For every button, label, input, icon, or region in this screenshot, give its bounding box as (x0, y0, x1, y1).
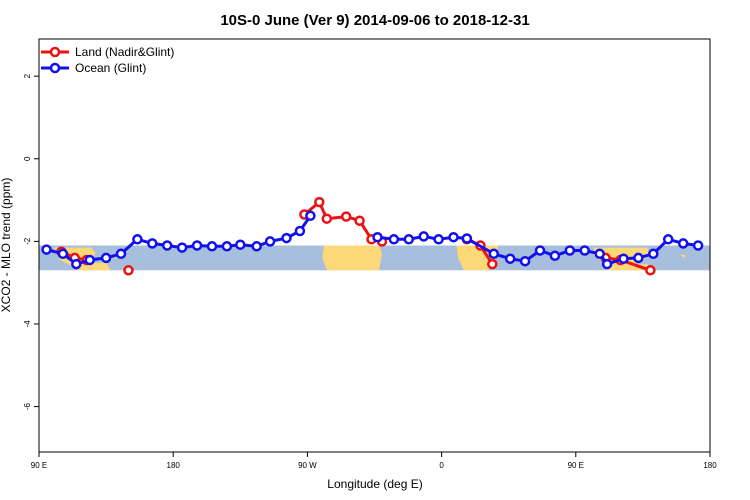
data-point (388, 234, 400, 245)
series-group (41, 196, 704, 276)
data-point (264, 236, 276, 247)
y-axis: 2 0 -2 -4 -6 (23, 73, 39, 410)
data-point (294, 225, 306, 237)
y-tick-label: 2 (23, 73, 32, 78)
data-point (594, 248, 605, 260)
data-point (100, 252, 112, 264)
data-point (314, 196, 325, 208)
y-tick-label: 0 (23, 156, 32, 161)
data-point (601, 258, 613, 270)
y-tick-label: -6 (23, 402, 32, 410)
data-point (206, 241, 218, 252)
data-point (662, 234, 674, 245)
data-point (487, 258, 498, 270)
data-point (147, 238, 158, 249)
data-point (321, 213, 333, 224)
data-point (221, 241, 233, 252)
data-point (57, 248, 69, 260)
x-tick-label: 180 (167, 461, 181, 470)
data-point (433, 234, 444, 245)
x-tick-label: 180 (703, 461, 717, 470)
data-point (251, 241, 262, 252)
x-axis: 90 E 180 90 W 0 90 E 180 (31, 452, 717, 470)
data-point (305, 210, 316, 222)
data-point (403, 234, 415, 245)
data-point (191, 240, 203, 251)
legend-label-ocean: Ocean (Glint) (75, 61, 146, 75)
data-point (648, 248, 659, 260)
data-point (549, 250, 561, 262)
data-point (645, 265, 656, 276)
data-point (488, 248, 500, 260)
data-point (84, 254, 95, 266)
y-tick-label: -2 (23, 237, 32, 245)
legend: Land (Nadir&Glint) Ocean (Glint) (41, 45, 174, 75)
x-tick-label: 0 (439, 461, 444, 470)
data-point (340, 211, 352, 222)
x-tick-label: 90 E (31, 461, 47, 470)
data-point (677, 238, 689, 249)
x-tick-label: 90 W (298, 461, 317, 470)
data-point (41, 244, 52, 255)
data-point (354, 215, 365, 226)
data-point (633, 252, 644, 264)
series-line (377, 234, 699, 266)
data-point (564, 245, 576, 256)
series-ocean (41, 210, 704, 270)
legend-label-land: Land (Nadir&Glint) (75, 45, 174, 59)
data-point (504, 253, 516, 264)
data-point (418, 231, 429, 242)
data-point (235, 239, 246, 250)
data-point (132, 234, 143, 245)
legend-marker-land (49, 46, 61, 58)
y-tick-label: -4 (23, 320, 32, 328)
data-point (519, 255, 531, 267)
data-point (281, 232, 292, 244)
data-point (461, 233, 473, 244)
x-tick-label: 90 E (568, 461, 584, 470)
x-axis-label: Longitude (deg E) (327, 477, 422, 491)
legend-marker-ocean (49, 62, 61, 74)
data-point (161, 240, 173, 251)
y-axis-label: XCO2 - MLO trend (ppm) (0, 178, 13, 313)
data-point (123, 265, 134, 276)
data-point (534, 245, 546, 256)
data-point (618, 253, 629, 264)
data-point (176, 242, 188, 253)
data-point (372, 231, 383, 243)
map-land-south-america (322, 245, 382, 271)
data-point (579, 245, 590, 256)
map-land-pacific-isles (680, 253, 687, 258)
data-point (692, 240, 704, 251)
data-point (71, 258, 82, 270)
data-point (115, 248, 127, 260)
chart-title: 10S-0 June (Ver 9) 2014-09-06 to 2018-12… (220, 12, 529, 29)
plot-frame (38, 38, 711, 453)
data-point (448, 231, 459, 243)
